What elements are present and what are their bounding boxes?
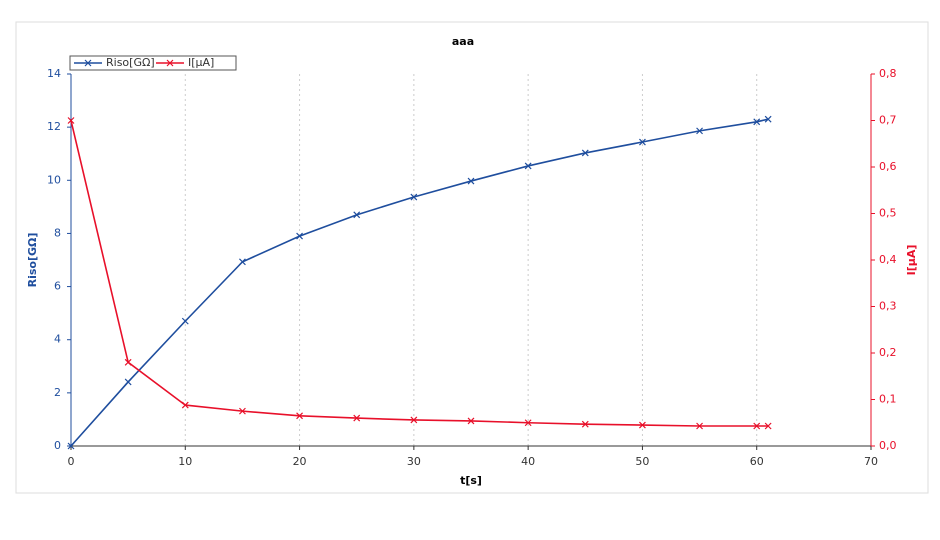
data-point: [581, 149, 589, 157]
y2-tick-label: 0,2: [879, 346, 897, 359]
y2-tick-label: 0,8: [879, 67, 897, 80]
data-point: [581, 420, 589, 428]
y-tick-label: 8: [54, 226, 61, 239]
data-point: [764, 115, 772, 123]
legend-marker: [84, 59, 92, 67]
x-tick-label: 0: [68, 455, 75, 468]
series-line: [70, 120, 769, 427]
data-point: [124, 378, 132, 386]
data-point: [410, 193, 418, 201]
y2-tick-label: 0,3: [879, 300, 897, 313]
x-tick-label: 20: [293, 455, 307, 468]
x-tick-label: 30: [407, 455, 421, 468]
legend-box: [69, 55, 237, 71]
legend-label: I[µA]: [188, 56, 214, 69]
data-point: [753, 118, 761, 126]
y-tick-label: 4: [54, 333, 61, 346]
data-point: [696, 127, 703, 135]
data-point: [639, 421, 646, 429]
data-point: [67, 442, 75, 450]
y2-tick-label: 0,4: [879, 253, 897, 266]
y-tick-label: 12: [47, 120, 61, 133]
data-point: [764, 422, 772, 430]
data-point: [296, 232, 303, 240]
data-point: [696, 422, 703, 430]
data-point: [410, 416, 418, 424]
x-tick-label: 10: [178, 455, 192, 468]
data-point: [639, 138, 646, 146]
data-point: [524, 419, 532, 427]
y-tick-label: 2: [54, 386, 61, 399]
data-point: [467, 417, 475, 425]
y2-tick-label: 0,0: [879, 439, 897, 452]
data-point: [353, 211, 361, 219]
data-point: [296, 412, 303, 420]
y-tick-label: 6: [54, 280, 61, 293]
data-point: [467, 177, 475, 185]
y-tick-label: 10: [47, 173, 61, 186]
x-tick-label: 60: [750, 455, 764, 468]
x-tick-label: 50: [635, 455, 649, 468]
y-axis-label: Riso[GΩ]: [26, 233, 39, 288]
data-point: [239, 407, 246, 415]
x-tick-label: 70: [864, 455, 878, 468]
y-tick-label: 14: [47, 67, 61, 80]
data-point: [753, 422, 761, 430]
y-tick-label: 0: [54, 439, 61, 452]
y2-tick-label: 0,5: [879, 207, 897, 220]
data-point: [181, 317, 189, 325]
y2-axis-label: I[µA]: [905, 245, 918, 276]
series-line: [70, 118, 769, 447]
legend-label: Riso[GΩ]: [106, 56, 155, 69]
data-point: [353, 414, 361, 422]
chart-title: aaa: [452, 35, 474, 48]
y2-tick-label: 0,1: [879, 393, 897, 406]
data-point: [67, 117, 75, 124]
y2-tick-label: 0,6: [879, 160, 897, 173]
y2-tick-label: 0,7: [879, 114, 897, 127]
x-axis-label: t[s]: [460, 474, 482, 487]
legend-marker: [166, 59, 174, 67]
data-point: [524, 162, 532, 170]
data-point: [181, 401, 189, 409]
x-tick-label: 40: [521, 455, 535, 468]
data-point: [239, 258, 246, 266]
data-point: [124, 358, 132, 366]
chart-frame: [15, 21, 929, 494]
